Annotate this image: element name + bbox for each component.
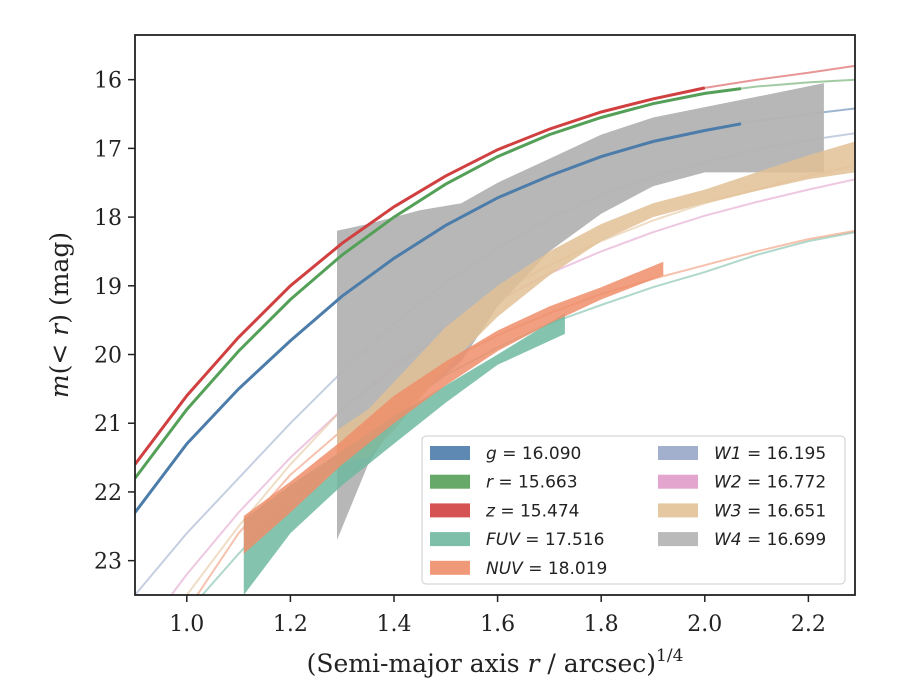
legend-swatch-w4: [658, 532, 698, 547]
legend-band-value: = 16.195: [742, 444, 827, 464]
legend-band-name: g: [486, 444, 497, 464]
x-tick-label: 2.2: [791, 612, 826, 637]
x-axis-label-tail: / arcsec): [539, 649, 656, 678]
legend-label-w1: W1 = 16.195: [714, 444, 826, 464]
axis-ticks: 1.0 1.2 1.4 1.6 1.8 2.0 2.2 16 17 18 19 20 21 22 23: [94, 69, 826, 637]
legend-swatch-g: [430, 446, 470, 460]
legend-label-w2: W2 = 16.772: [714, 473, 826, 493]
observed-curve-g: [135, 122, 742, 514]
y-tick-label: 21: [94, 412, 122, 437]
legend-band-name: W4: [714, 530, 742, 550]
legend-swatch-w3: [658, 503, 698, 518]
legend-label-w3: W3 = 16.651: [714, 501, 826, 521]
legend-band-name: W3: [714, 501, 742, 521]
x-axis-label: (Semi-major axis r / arcsec)1/4: [307, 646, 684, 678]
legend-box: [421, 435, 846, 585]
plot-frame: [134, 34, 856, 596]
legend-band-value: = 18.019: [523, 559, 608, 579]
legend-band-value: = 17.516: [520, 530, 605, 550]
y-tick-label: 16: [94, 69, 122, 94]
uncertainty-band-fuv: [243, 313, 565, 595]
legend-band-value: = 15.663: [493, 473, 578, 493]
x-axis-label-exponent: 1/4: [656, 646, 683, 666]
legend-band-name: z: [485, 501, 496, 521]
legend-band-name: NUV: [486, 559, 524, 579]
plot-area: [135, 64, 855, 595]
legend-swatch-r: [430, 474, 470, 489]
x-axis-label-main: (Semi-major axis: [307, 649, 528, 678]
y-axis-label: m(< r) (mag): [45, 232, 74, 398]
legend-band-name: W2: [714, 473, 742, 493]
y-axis-label-tail: ) (mag): [45, 232, 74, 324]
y-tick-label: 17: [94, 137, 122, 162]
x-tick-label: 1.6: [480, 612, 515, 637]
legend-label-g: g = 16.090: [486, 444, 581, 464]
legend-swatch-nuv: [430, 560, 470, 575]
y-axis-label-mid: (<: [45, 336, 74, 375]
legend-band-value: = 16.090: [497, 444, 582, 464]
legend-band-value: = 16.772: [742, 473, 827, 493]
observed-curve-z: [135, 86, 706, 466]
y-tick-label: 20: [94, 344, 122, 369]
uncertainty-band-w4: [337, 83, 824, 540]
legend-band-name: r: [486, 473, 494, 493]
y-tick-label: 23: [94, 550, 122, 575]
y-axis-label-r: r: [45, 322, 74, 336]
y-tick-label: 19: [94, 275, 122, 300]
x-tick-label: 1.0: [169, 612, 204, 637]
legend-label-nuv: NUV = 18.019: [486, 559, 607, 579]
legend-swatch-w1: [658, 446, 698, 460]
legend-label-fuv: FUV = 17.516: [486, 530, 604, 550]
legend-label-w4: W4 = 16.699: [714, 530, 826, 550]
legend-swatch-z: [430, 503, 470, 518]
legend-band-value: = 15.474: [495, 501, 580, 521]
observed-curve-r: [135, 87, 742, 480]
legend-band-value: = 16.699: [742, 530, 827, 550]
x-axis-label-var: r: [528, 649, 542, 678]
y-axis-label-m: m: [45, 374, 74, 398]
x-tick-label: 1.2: [273, 612, 308, 637]
y-tick-label: 22: [94, 481, 122, 506]
uncertainty-band-nuv: [243, 261, 664, 554]
legend-swatch-fuv: [430, 532, 470, 547]
legend-band-name: FUV: [486, 530, 521, 550]
legend-label-z: z = 15.474: [485, 501, 579, 521]
y-tick-label: 18: [94, 206, 122, 231]
x-tick-label: 1.4: [376, 612, 411, 637]
x-tick-label: 1.8: [584, 612, 619, 637]
legend-swatch-w2: [658, 474, 698, 489]
legend-band-value: = 16.651: [742, 501, 827, 521]
legend-label-r: r = 15.663: [486, 473, 578, 493]
x-tick-label: 2.0: [687, 612, 722, 637]
legend-band-name: W1: [714, 444, 742, 464]
